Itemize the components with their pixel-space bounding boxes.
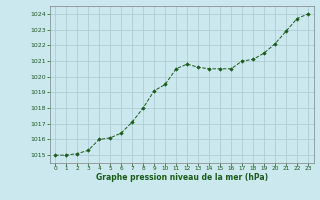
X-axis label: Graphe pression niveau de la mer (hPa): Graphe pression niveau de la mer (hPa) [96, 173, 268, 182]
